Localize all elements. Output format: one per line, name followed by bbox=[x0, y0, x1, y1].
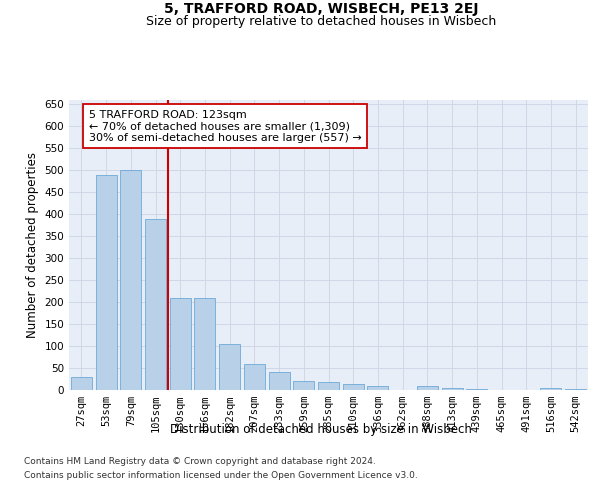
Bar bbox=[219, 344, 240, 390]
Y-axis label: Number of detached properties: Number of detached properties bbox=[26, 152, 39, 338]
Bar bbox=[318, 382, 339, 390]
Bar bbox=[466, 389, 487, 390]
Bar bbox=[343, 384, 364, 390]
Text: Contains public sector information licensed under the Open Government Licence v3: Contains public sector information licen… bbox=[24, 471, 418, 480]
Text: Size of property relative to detached houses in Wisbech: Size of property relative to detached ho… bbox=[146, 15, 496, 28]
Bar bbox=[95, 174, 116, 390]
Text: Contains HM Land Registry data © Crown copyright and database right 2024.: Contains HM Land Registry data © Crown c… bbox=[24, 457, 376, 466]
Bar bbox=[71, 377, 92, 390]
Bar bbox=[244, 364, 265, 390]
Text: Distribution of detached houses by size in Wisbech: Distribution of detached houses by size … bbox=[170, 422, 472, 436]
Bar bbox=[194, 298, 215, 390]
Bar bbox=[293, 381, 314, 390]
Bar bbox=[269, 372, 290, 390]
Bar bbox=[565, 389, 586, 390]
Text: 5, TRAFFORD ROAD, WISBECH, PE13 2EJ: 5, TRAFFORD ROAD, WISBECH, PE13 2EJ bbox=[164, 2, 478, 16]
Bar bbox=[120, 170, 141, 390]
Bar bbox=[442, 388, 463, 390]
Bar bbox=[367, 386, 388, 390]
Bar bbox=[417, 386, 438, 390]
Bar bbox=[170, 298, 191, 390]
Bar bbox=[541, 388, 562, 390]
Bar bbox=[145, 218, 166, 390]
Text: 5 TRAFFORD ROAD: 123sqm
← 70% of detached houses are smaller (1,309)
30% of semi: 5 TRAFFORD ROAD: 123sqm ← 70% of detache… bbox=[89, 110, 362, 143]
